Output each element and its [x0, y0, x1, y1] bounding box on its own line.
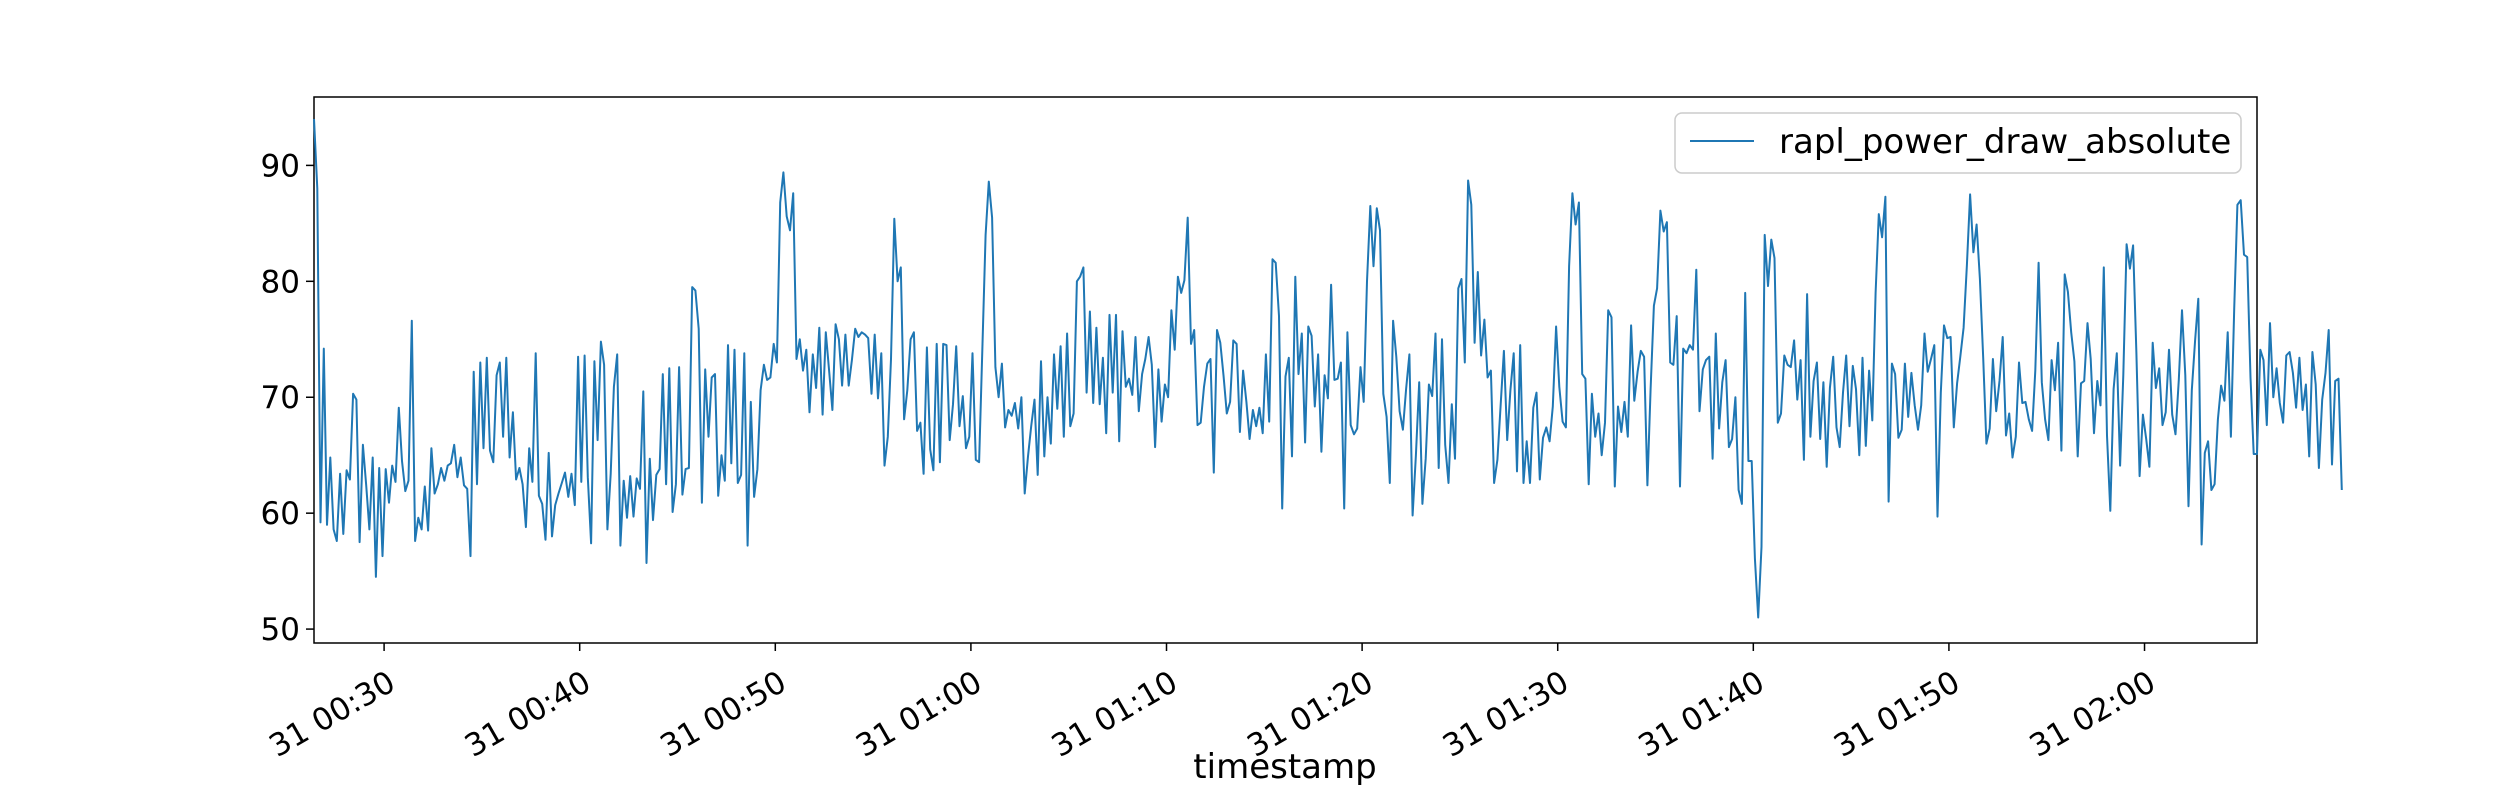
y-tick-label: 50 — [261, 612, 300, 648]
x-tick-label: 31 00:50 — [654, 664, 792, 764]
x-tick-label: 31 02:00 — [2024, 664, 2162, 764]
x-tick-label: 31 01:00 — [850, 664, 988, 764]
legend[interactable]: rapl_power_draw_absolute — [1674, 112, 2242, 174]
y-axis: 50 60 70 80 90 — [261, 148, 314, 648]
x-tick-label: 31 01:50 — [1828, 664, 1966, 764]
x-axis-label: timestamp — [1193, 747, 1376, 787]
x-tick-label: 31 00:40 — [459, 664, 597, 764]
legend-label: rapl_power_draw_absolute — [1779, 122, 2231, 162]
y-tick-label: 80 — [261, 264, 300, 300]
series-line — [313, 118, 2343, 619]
plot-area — [313, 96, 2343, 644]
x-tick-label: 31 00:30 — [263, 664, 401, 764]
y-tick-label: 60 — [261, 496, 300, 532]
plot-frame — [313, 96, 2258, 644]
x-tick-label: 31 01:10 — [1046, 664, 1184, 764]
y-tick-label: 70 — [261, 380, 300, 416]
legend-frame — [1674, 112, 2242, 174]
x-tick-label: 31 01:40 — [1632, 664, 1770, 764]
y-tick-label: 90 — [261, 148, 300, 184]
x-tick-label: 31 01:30 — [1437, 664, 1575, 764]
